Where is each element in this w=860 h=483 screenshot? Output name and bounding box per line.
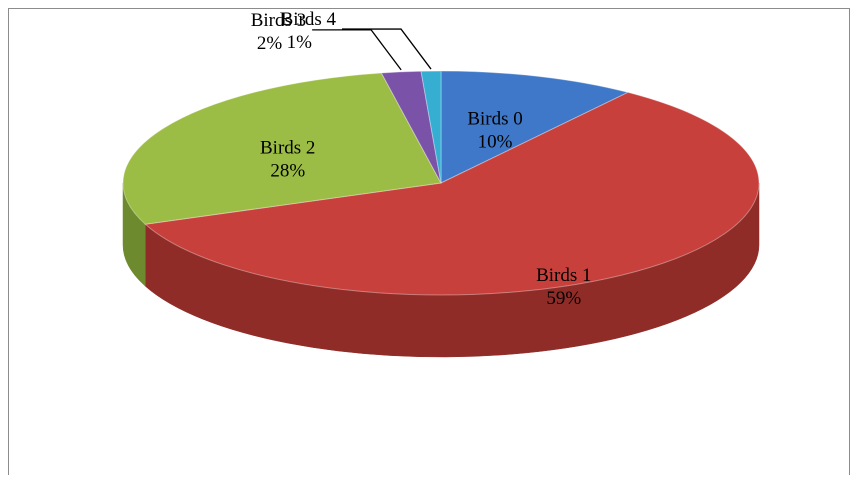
slice-labels: Birds 010% Birds 159% Birds 228% Birds 32% B… xyxy=(251,9,592,309)
slice-label-birds-2: Birds 2 xyxy=(260,137,315,158)
slice-label-birds-1: Birds 1 xyxy=(536,265,591,286)
leader-lines xyxy=(312,28,432,71)
slice-birds-3 xyxy=(380,70,442,184)
chart-frame: Birds 0 10% Birds 1 59% Birds 2 28% Birds 3 2% B… xyxy=(8,8,850,475)
slice-value-birds-2: 28% xyxy=(270,160,305,181)
slice-label-birds-0: Birds 0 xyxy=(467,108,522,129)
slice-birds-1 xyxy=(144,91,760,296)
slice-birds-0 xyxy=(440,70,630,184)
slice-value-birds-3: 2% xyxy=(257,33,283,54)
slice-value-birds-4: 1% xyxy=(287,32,313,53)
slice-label-birds-4: Birds 4 xyxy=(281,9,337,30)
leader-line-birds-3 xyxy=(312,29,402,71)
leader-line-birds-4 xyxy=(342,28,432,70)
pie-slices xyxy=(122,70,760,296)
slice-birds-4 xyxy=(420,70,442,184)
slice-value-birds-0: 10% xyxy=(478,131,513,152)
slice-birds-2 xyxy=(122,72,442,225)
slice-value-birds-1: 59% xyxy=(546,288,581,309)
slice-label-birds-3: Birds 3 xyxy=(251,10,306,31)
pie-chart: Birds 010% Birds 159% Birds 228% Birds 32% B… xyxy=(122,9,760,358)
